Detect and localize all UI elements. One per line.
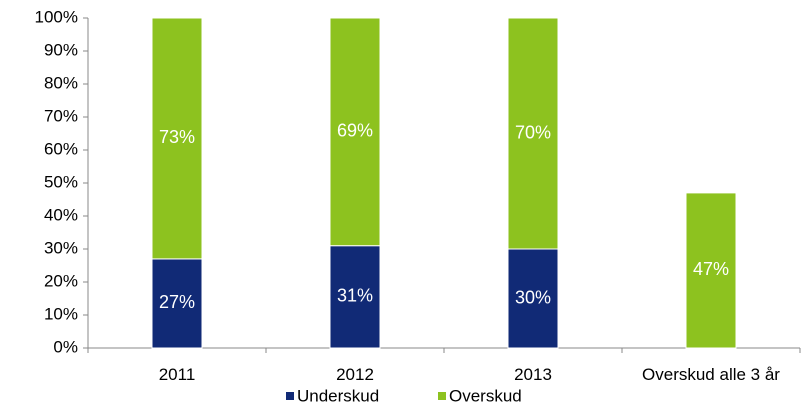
bar-segment: [151, 17, 203, 260]
x-tick-label: 2012: [336, 365, 374, 384]
bar-segment: [507, 248, 559, 349]
bar-segment: [507, 17, 559, 250]
value-label: 73%: [159, 127, 195, 147]
legend-label: Underskud: [297, 386, 379, 405]
bar-segment: [685, 192, 737, 349]
y-tick-label: 40%: [44, 205, 78, 224]
bar-segment: [329, 17, 381, 247]
value-label: 70%: [515, 122, 551, 142]
y-tick-label: 60%: [44, 139, 78, 158]
x-tick-label: 2013: [514, 365, 552, 384]
value-label: 30%: [515, 287, 551, 307]
y-tick-label: 70%: [44, 106, 78, 125]
y-tick-label: 50%: [44, 172, 78, 191]
y-tick-label: 90%: [44, 40, 78, 59]
y-tick-label: 80%: [44, 73, 78, 92]
value-label: 47%: [693, 259, 729, 279]
legend-swatch: [438, 392, 446, 400]
legend-label: Overskud: [449, 386, 522, 405]
legend-swatch: [286, 392, 294, 400]
x-tick-label: Overskud alle 3 år: [642, 365, 780, 384]
value-label: 69%: [337, 121, 373, 141]
value-label: 27%: [159, 292, 195, 312]
y-tick-label: 30%: [44, 238, 78, 257]
x-tick-label: 2011: [158, 365, 196, 384]
y-tick-label: 0%: [53, 337, 78, 356]
y-tick-label: 10%: [44, 304, 78, 323]
y-tick-label: 100%: [35, 7, 78, 26]
y-tick-label: 20%: [44, 271, 78, 290]
value-label: 31%: [337, 286, 373, 306]
